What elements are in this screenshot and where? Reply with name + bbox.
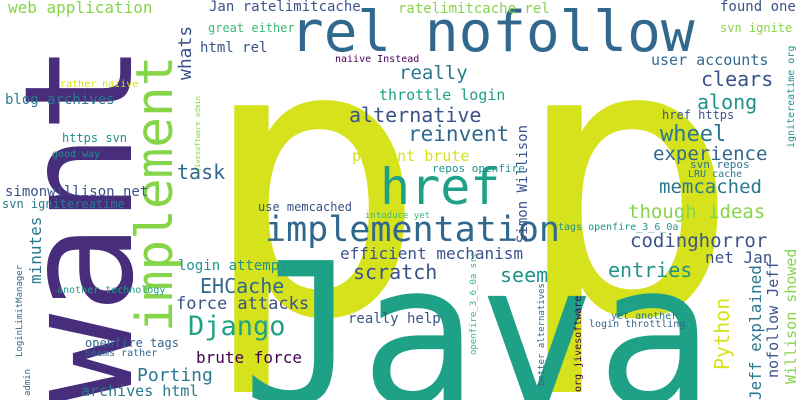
word-great-either: great either	[208, 21, 295, 35]
word-archives-html: archives html	[81, 382, 199, 400]
word-reinvent: reinvent	[408, 122, 510, 146]
word-user-accounts: user accounts	[651, 51, 769, 69]
word-throttle-login: throttle login	[379, 86, 506, 104]
word-wheel: wheel	[660, 122, 727, 147]
word-whats: whats	[175, 25, 196, 80]
word-naiive-instead: naiive Instead	[335, 54, 420, 65]
word-p-2: p	[512, 0, 741, 400]
word-better-alternatives: better alternatives	[537, 283, 547, 386]
word-login-throttling: login throttling	[589, 319, 686, 330]
word-openfire-tags: openfire tags	[85, 336, 179, 350]
word-scratch: scratch	[353, 260, 438, 284]
word-svn-ignite: svn ignite	[720, 21, 793, 35]
word-minutes: minutes	[26, 216, 45, 284]
word-really: really	[399, 62, 468, 84]
word-nofollow-jeff: nofollow Jeff	[764, 260, 782, 378]
word-experience: experience	[653, 143, 768, 165]
word-p-1: p	[199, 0, 428, 400]
word-rather-naiive: rather naiive	[60, 79, 139, 90]
word-simon-willison: Simon Willison	[515, 124, 531, 243]
word-use-memcached: use memcached	[258, 200, 352, 214]
word-good-way: good way	[52, 149, 101, 160]
word-repos-openfire: repos openfire	[432, 162, 525, 175]
word-simonwillison-net: simonwillison net	[5, 184, 149, 200]
word-lru-cache: LRU cache	[688, 169, 743, 180]
word-prevent-brute: prevent brute	[352, 147, 470, 165]
word-seem: seem	[500, 263, 549, 287]
word-openfire-src: openfire_3_6_0a src	[469, 252, 479, 355]
word-willison-showed: Willison showed	[782, 248, 800, 384]
word-href: href	[380, 158, 501, 216]
word-porting: Porting	[137, 365, 213, 386]
word-implementation: implementation	[265, 210, 561, 250]
word-ratelimitcache-rel: ratelimitcache rel	[398, 1, 550, 17]
word-svn-repos: svn repos	[690, 158, 750, 171]
word-task: task	[177, 160, 226, 184]
word-yet-another: yet another	[611, 311, 678, 322]
word-brute-force: brute force	[196, 348, 302, 367]
word-memcached: memcached	[659, 176, 762, 198]
word-really-help: really help	[348, 311, 441, 327]
word-blog-archives: blog archives	[5, 92, 115, 108]
word-href-https: href https	[662, 108, 735, 122]
word-ignitereatime-org: ignitereatime org	[786, 45, 797, 148]
word-admin: admin	[23, 368, 33, 396]
word-tags-openfire: tags openfire_3_6_0a	[558, 222, 679, 233]
word-https-svn: https svn	[62, 131, 128, 145]
word-svn-ignitereatime: svn ignitereatime	[2, 197, 125, 211]
word-clears: clears	[701, 67, 774, 91]
word-efficient-mechanism: efficient mechanism	[340, 244, 524, 263]
word-though-ideas: though ideas	[628, 201, 766, 223]
word-codinghorror: codinghorror	[630, 230, 768, 252]
word-html-rel: html rel	[200, 40, 268, 56]
word-entries: entries	[608, 258, 693, 282]
word-java: Java	[242, 222, 715, 400]
word-force-attacks: force attacks	[176, 294, 310, 314]
word-web-application: web application	[8, 0, 153, 17]
word-python: Python	[710, 297, 734, 370]
word-net-jan: net Jan	[705, 248, 773, 267]
word-intoduce-yet: intoduce yet	[365, 211, 431, 221]
word-found-one: found one	[720, 0, 796, 15]
word-ehcache: EHCache	[200, 274, 285, 298]
word-seems-rather: seems rather	[85, 348, 158, 359]
word-alternative: alternative	[349, 103, 482, 127]
word-org-jivesoftware: org jivesoftware	[573, 295, 584, 392]
word-login-attemps: login attemps	[178, 258, 288, 274]
word-jeff-explained: Jeff explained	[746, 265, 765, 400]
word-loginlimitmanager: LoginLimitManager	[15, 264, 25, 357]
word-jan-ratelimitcache: Jan ratelimitcache	[209, 0, 361, 15]
word-another-technology: another technology	[57, 285, 166, 296]
word-django: Django	[188, 311, 286, 342]
word-rel-nofollow: rel nofollow	[290, 0, 695, 65]
word-along: along	[697, 90, 758, 114]
